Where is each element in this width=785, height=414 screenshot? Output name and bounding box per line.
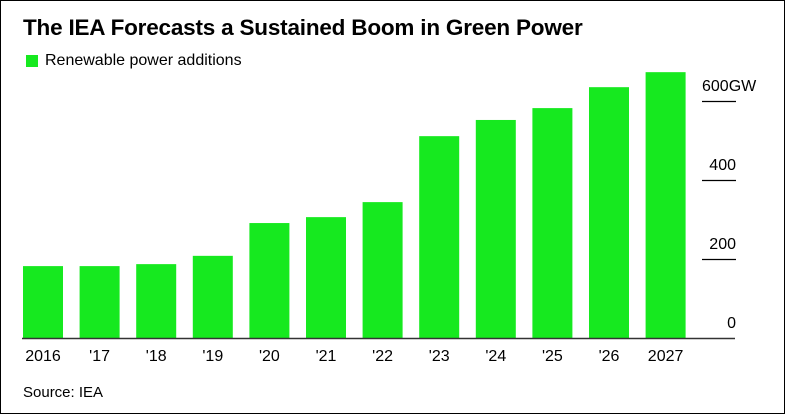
- x-tick-label: '20: [259, 348, 280, 365]
- bar-3: [192, 255, 233, 338]
- legend-swatch: [26, 55, 38, 67]
- bar-6: [362, 202, 403, 338]
- y-tick-label: 400: [709, 157, 736, 174]
- bar-4: [249, 223, 290, 338]
- x-tick-label: '17: [89, 348, 110, 365]
- legend-label: Renewable power additions: [45, 52, 242, 69]
- source-note: Source: IEA: [23, 384, 104, 401]
- x-tick-label: '25: [542, 348, 563, 365]
- bar-10: [589, 87, 629, 338]
- x-tick-label: '19: [202, 348, 223, 365]
- x-tick-label: '18: [146, 348, 167, 365]
- y-tick-label: 0: [727, 315, 736, 332]
- bar-2: [136, 264, 177, 338]
- y-tick-label: 200: [709, 236, 736, 253]
- bar-8: [475, 119, 516, 339]
- bar-11: [645, 72, 686, 338]
- bar-9: [532, 108, 573, 338]
- x-tick-label: '21: [316, 348, 337, 365]
- bar-7: [419, 136, 460, 338]
- x-tick-label: '23: [429, 348, 450, 365]
- x-tick-label: '22: [372, 348, 393, 365]
- bar-5: [306, 217, 346, 338]
- x-tick-label: 2016: [25, 348, 61, 365]
- chart-title: The IEA Forecasts a Sustained Boom in Gr…: [23, 15, 583, 40]
- x-tick-label: '26: [599, 348, 620, 365]
- bar-1: [79, 266, 120, 338]
- x-tick-label: 2027: [648, 348, 684, 365]
- bar-0: [23, 266, 63, 338]
- x-tick-label: '24: [485, 348, 506, 365]
- legend: Renewable power additions: [26, 52, 242, 70]
- y-tick-label: 600GW: [702, 78, 757, 95]
